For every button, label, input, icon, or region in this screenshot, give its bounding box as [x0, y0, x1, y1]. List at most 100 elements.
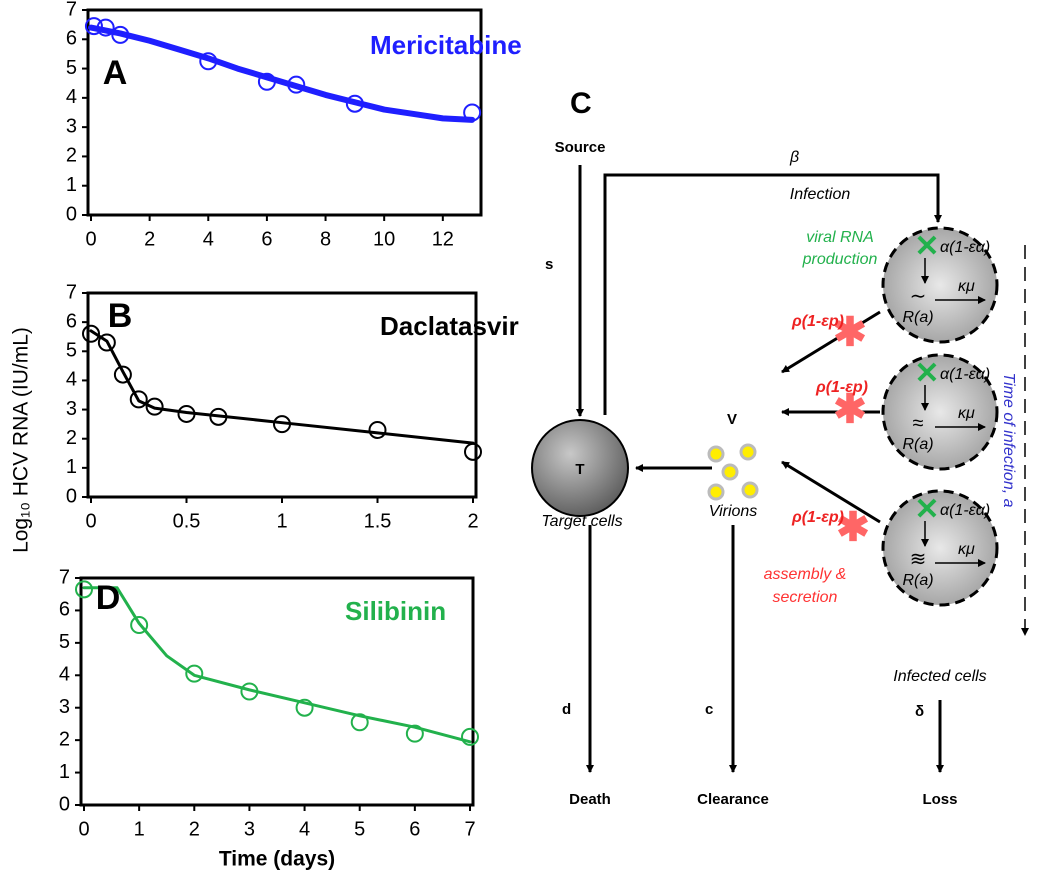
y-tick-label: 5	[66, 340, 77, 362]
label: R(a)	[902, 436, 933, 453]
data-point	[199, 52, 218, 71]
x-tick-label: 4	[299, 818, 310, 840]
data-point	[345, 94, 364, 113]
data-point	[257, 72, 276, 91]
y-tick-label: 5	[66, 57, 77, 79]
y-tick-label: 3	[66, 115, 77, 137]
label: κμ	[958, 405, 975, 422]
panel-label: C	[570, 87, 592, 120]
label: V	[727, 411, 737, 428]
data-point	[240, 682, 259, 701]
inhibition-mark: ✕	[914, 357, 939, 390]
panel-label: A	[103, 54, 128, 92]
data-point	[463, 103, 482, 122]
data-point	[111, 25, 130, 44]
data-point	[461, 727, 479, 746]
y-tick-label: 6	[66, 310, 77, 332]
label: α(1-εα)	[940, 239, 990, 256]
data-point	[97, 333, 116, 352]
y-tick-label: 4	[59, 664, 70, 686]
y-tick-label: 1	[66, 456, 77, 478]
x-tick-label: 6	[409, 818, 420, 840]
inhibition-mark: ✱	[833, 311, 867, 355]
label: Loss	[922, 791, 957, 808]
data-point	[368, 420, 387, 439]
x-tick-label: 0	[85, 510, 96, 532]
x-tick-label: 0.5	[173, 510, 201, 532]
rna: ≋	[910, 548, 927, 570]
infected-cell	[881, 226, 999, 344]
x-tick-label: 1	[276, 510, 287, 532]
y-tick-label: 0	[59, 793, 70, 815]
x-tick-label: 4	[203, 228, 214, 250]
x-axis-label: Time (days)	[219, 848, 335, 871]
x-tick-label: 0	[78, 818, 89, 840]
label: Target cells	[541, 513, 622, 530]
rna: ∼	[910, 285, 927, 307]
x-tick-label: 2	[467, 510, 478, 532]
x-tick-label: 2	[144, 228, 155, 250]
data-point	[113, 365, 132, 384]
x-tick-label: 6	[261, 228, 272, 250]
y-tick-label: 1	[66, 174, 77, 196]
y-tick-label: 6	[66, 28, 77, 50]
label: secretion	[773, 589, 838, 606]
x-tick-label: 7	[464, 818, 475, 840]
arrow	[603, 173, 942, 415]
chart-title: Daclatasvir	[380, 311, 519, 341]
y-tick-label: 2	[66, 427, 77, 449]
x-tick-label: 1.5	[364, 510, 392, 532]
label: Source	[555, 139, 606, 156]
data-point	[84, 17, 103, 36]
label: Infected cells	[893, 668, 986, 685]
label: assembly &	[764, 566, 847, 583]
infected-cells: ✕ α(1-εα)κμ∼R(a)✱ρ(1-εp)✕ α(1-εα)κμ≈R(a)✱ρ…	[781, 226, 999, 607]
y-tick-label: 6	[59, 599, 70, 621]
label: α(1-εα)	[940, 502, 990, 519]
y-tick-label: 7	[66, 0, 77, 20]
label: R(a)	[902, 572, 933, 589]
data-point	[185, 664, 204, 683]
label: Virions	[709, 503, 758, 520]
label: δ	[915, 703, 924, 720]
x-tick-label: 3	[244, 818, 255, 840]
label: ρ(1-εp)	[791, 509, 844, 526]
inhibition-mark: ✕	[914, 230, 939, 263]
label: T	[575, 461, 584, 478]
x-tick-label: 10	[373, 228, 395, 250]
label: κμ	[958, 278, 975, 295]
label: ρ(1-εp)	[791, 313, 844, 330]
target-cell	[531, 419, 629, 517]
y-tick-label: 2	[59, 728, 70, 750]
x-tick-label: 2	[189, 818, 200, 840]
x-tick-label: 5	[354, 818, 365, 840]
inhibition-mark: ✱	[836, 506, 870, 550]
label: viral RNA	[806, 229, 874, 246]
label: β	[789, 149, 799, 166]
data-point	[287, 75, 306, 94]
label: Time of infection, a	[1000, 372, 1017, 507]
label: R(a)	[902, 309, 933, 326]
data-point	[209, 407, 228, 426]
x-tick-label: 12	[432, 228, 454, 250]
data-point	[273, 415, 291, 434]
y-tick-label: 2	[66, 145, 77, 167]
fit-line	[82, 586, 472, 744]
y-tick-label: 7	[59, 566, 70, 588]
fit-line	[89, 329, 475, 445]
x-tick-label: 8	[320, 228, 331, 250]
data-point	[295, 698, 314, 717]
data-point	[405, 724, 424, 743]
label: Death	[569, 791, 611, 808]
x-tick-label: 1	[134, 818, 145, 840]
label: c	[705, 701, 713, 718]
panel-label: B	[108, 297, 133, 335]
panel-label: D	[96, 579, 121, 617]
diagram: C Source s β Infection T Target cells V …	[531, 87, 1029, 808]
rna: ≈	[913, 412, 924, 434]
arrow	[781, 310, 881, 374]
y-tick-label: 0	[66, 485, 77, 507]
label: ρ(1-εp)	[815, 379, 868, 396]
chart-title: Silibinin	[345, 596, 446, 626]
fit-line	[88, 24, 476, 123]
